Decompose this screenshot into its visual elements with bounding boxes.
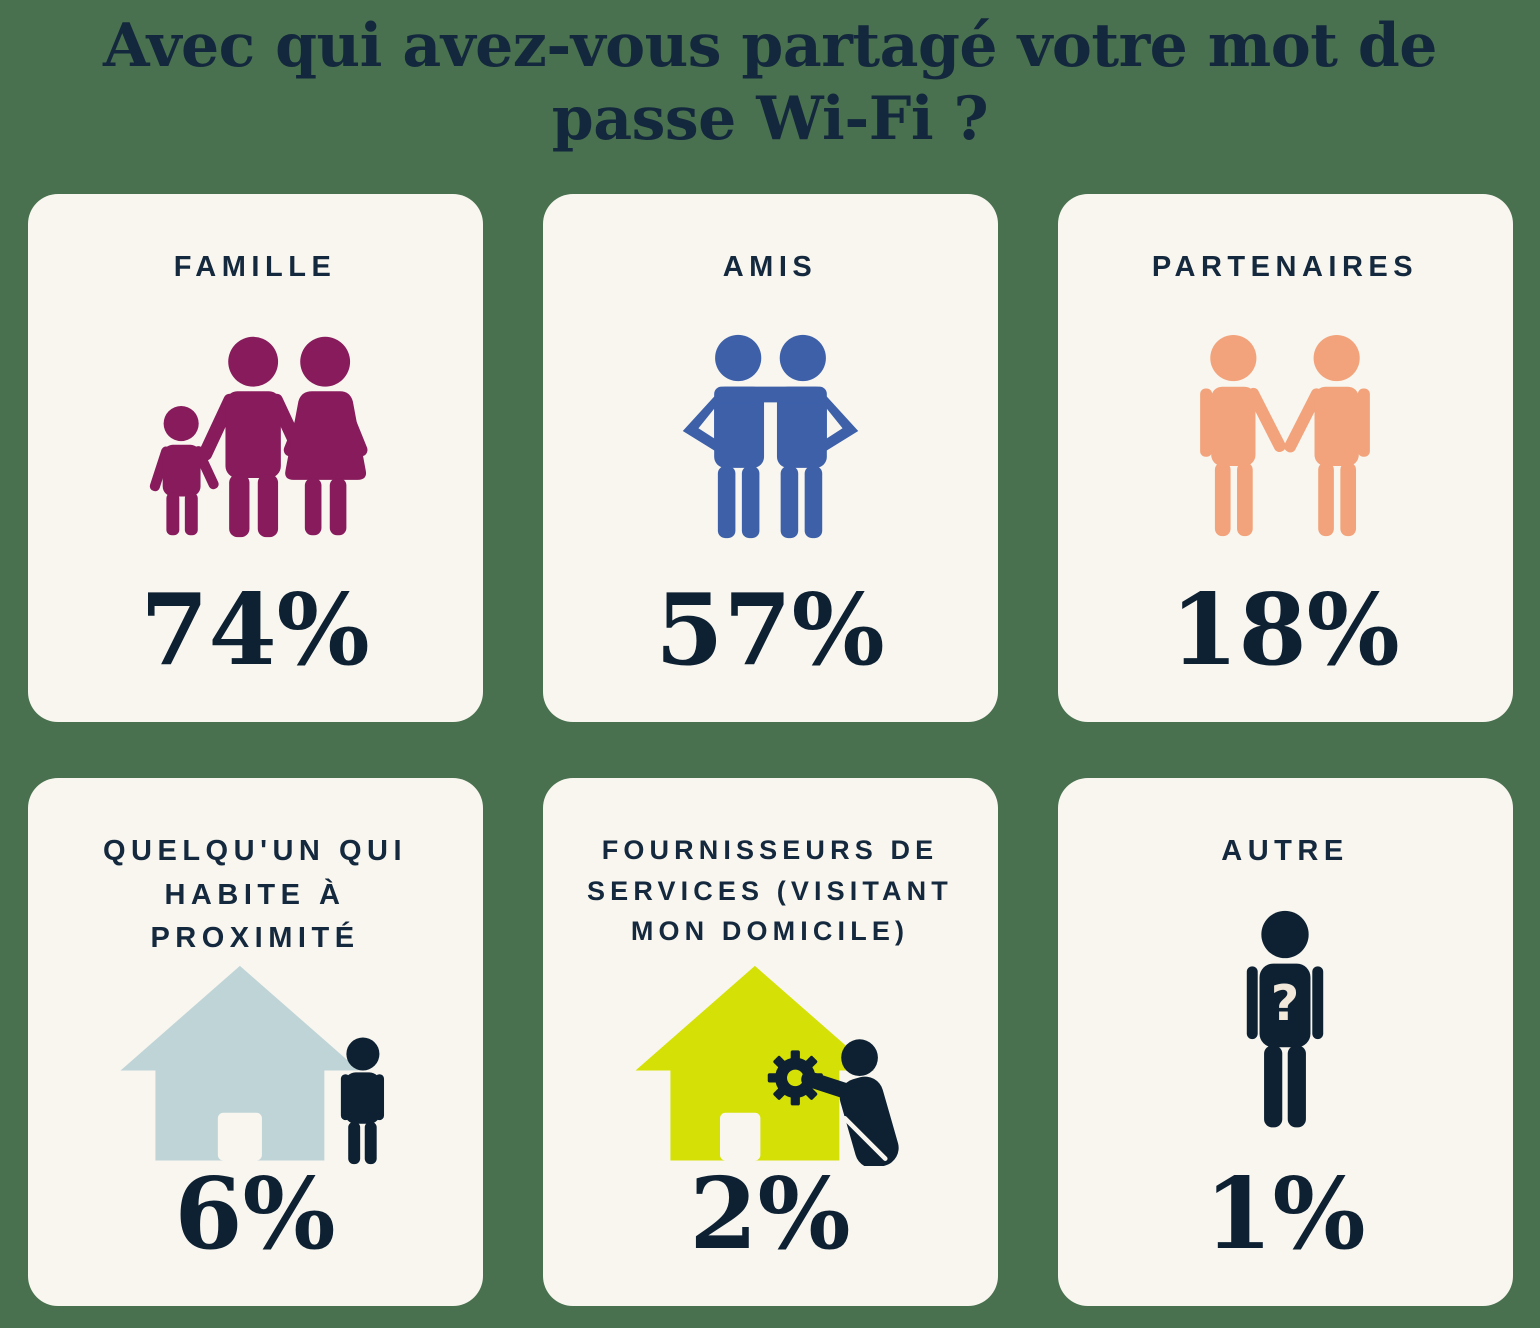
card-famille-icon-wrap (135, 290, 375, 582)
card-famille: FAMILLE (27, 194, 483, 723)
gear-center-hole (786, 1069, 804, 1087)
house-door (217, 1113, 262, 1161)
card-proximite-value: 6% (174, 1157, 336, 1273)
partners-holding-hands-icon (1200, 334, 1370, 536)
card-famille-label: FAMILLE (173, 251, 337, 284)
page-title-line-1: Avec qui avez-vous partagé votre mot de (103, 11, 1437, 81)
card-fournisseurs-value: 2% (689, 1157, 851, 1273)
card-partenaires-label: PARTENAIRES (1151, 251, 1419, 284)
card-proximite-icon-wrap (113, 942, 398, 1166)
card-amis-label: AMIS (722, 251, 818, 284)
house-door (719, 1113, 760, 1161)
card-fournisseurs-icon-wrap (628, 942, 913, 1167)
card-proximite-label: QUELQU'UN QUI HABITE À PROXIMITÉ (102, 835, 408, 955)
family-icon-shapes (149, 336, 368, 537)
friends-icon-shapes (682, 334, 858, 538)
question-mark-glyph: ? (1271, 974, 1300, 1032)
card-partenaires: PARTENAIRES 18% (1057, 194, 1513, 723)
page-title: Avec qui avez-vous partagé votre mot de p… (0, 0, 1540, 156)
card-partenaires-icon-wrap (1178, 290, 1392, 582)
unknown-person-shapes (1246, 911, 1324, 1128)
neighbor-person-shapes (340, 1037, 384, 1165)
stat-cards-grid: FAMILLE (0, 194, 1540, 1307)
family-icon (149, 336, 368, 537)
card-autre-icon-wrap: ? (1221, 874, 1349, 1166)
card-autre-label: AUTRE (1221, 835, 1349, 868)
page-title-line-2: passe Wi-Fi ? (551, 84, 989, 155)
card-autre-value: 1% (1204, 1157, 1366, 1273)
card-amis-icon-wrap (668, 290, 873, 582)
card-partenaires-value: 18% (1170, 573, 1400, 689)
card-famille-value: 74% (140, 573, 370, 689)
house-with-neighbor-icon (120, 966, 384, 1165)
service-person-shapes (800, 1039, 899, 1167)
card-fournisseurs-label: FOURNISSEURS DE SERVICES (VISITANT MON D… (587, 835, 953, 947)
card-proximite: QUELQU'UN QUI HABITE À PROXIMITÉ 6% (27, 778, 483, 1307)
arm-separation-line (842, 1116, 888, 1162)
card-amis-value: 57% (655, 573, 885, 689)
partners-icon-shapes (1200, 334, 1370, 536)
service-provider-house-icon (635, 966, 899, 1167)
card-amis: AMIS 57% (542, 194, 998, 723)
friends-icon (682, 334, 858, 538)
card-autre: AUTRE ? 1% (1057, 778, 1513, 1307)
unknown-person-icon: ? (1246, 911, 1324, 1128)
card-fournisseurs: FOURNISSEURS DE SERVICES (VISITANT MON D… (542, 778, 998, 1307)
